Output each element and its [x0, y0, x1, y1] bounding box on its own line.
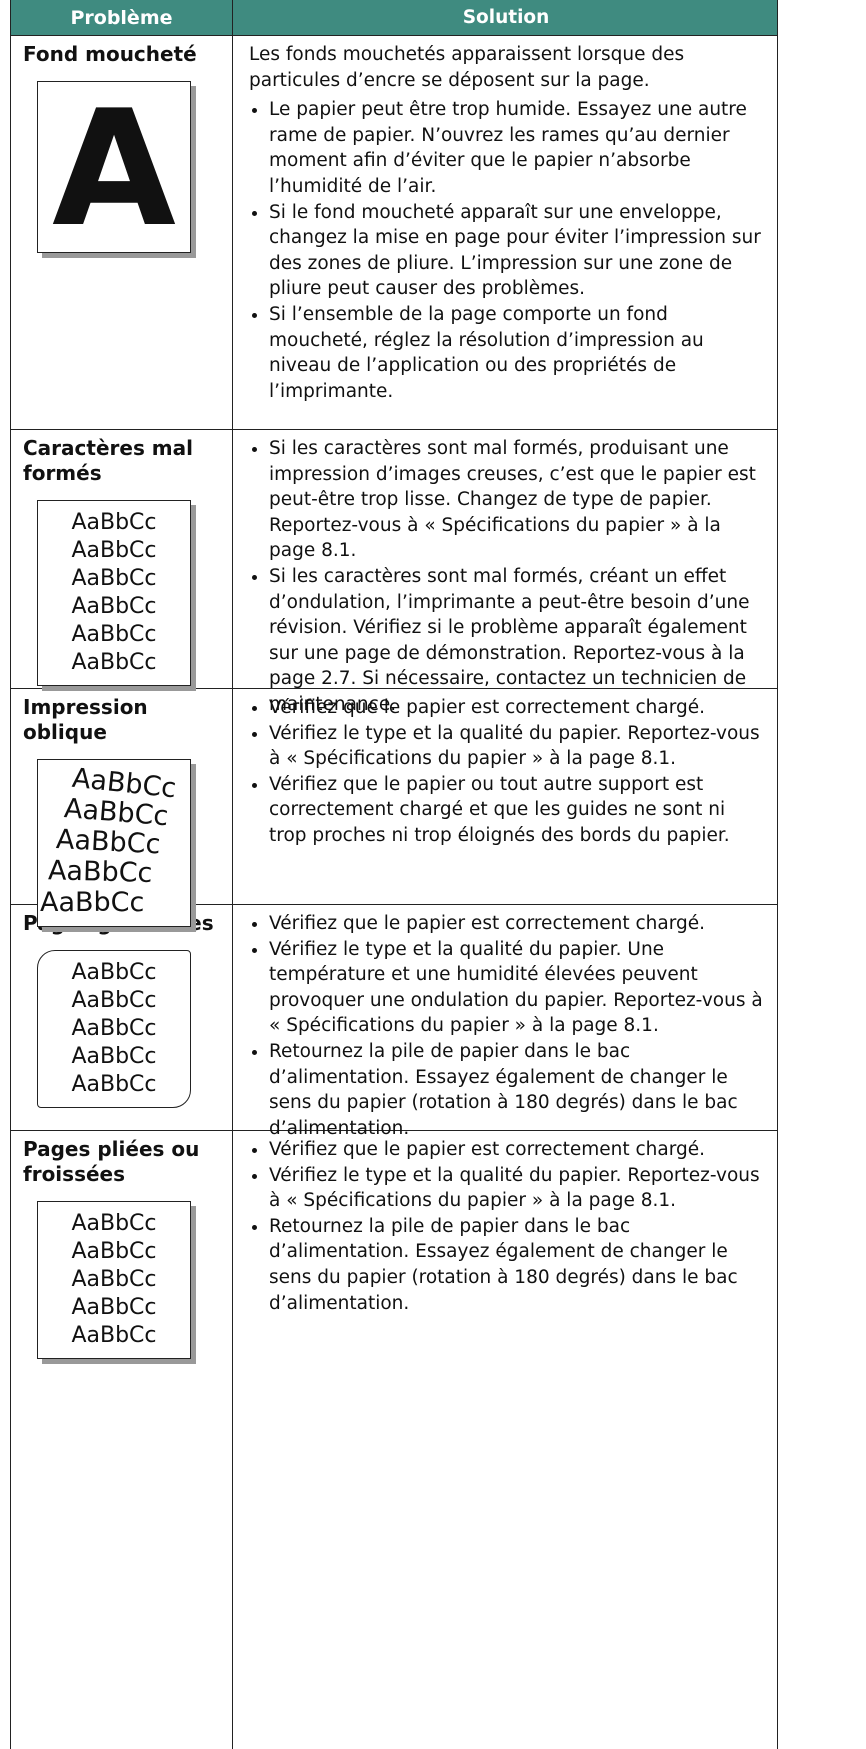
solution-item: Vérifiez que le papier ou tout autre sup…: [269, 772, 763, 849]
problem-cell: Caractères mal formés AaBbCc AaBbCc AaBbCc A…: [11, 430, 233, 688]
row: Pages gondoléesAaBbCcAaBbCcAaBbCcAaBbCcA…: [11, 905, 777, 1139]
solution-item: Si les caractères sont mal formés, créan…: [269, 564, 763, 718]
row: Caractères mal formés AaBbCc AaBbCc AaBbCc A…: [11, 430, 777, 715]
header-solution: Solution: [462, 6, 550, 28]
solution-item: Vérifiez que le papier est correctement …: [269, 1137, 763, 1163]
illustration-text: AaBbCc: [47, 855, 153, 889]
illustration-text: AaBbCc: [71, 988, 157, 1013]
solution-intro: Les fonds mouchetés apparaissent lorsque…: [249, 44, 685, 91]
solution-cell: Vérifiez que le papier est correctement …: [233, 689, 777, 904]
solution-item: Retournez la pile de papier dans le bac …: [269, 1039, 763, 1141]
illustration: AaBbCc AaBbCc AaBbCc AaBbCc AaBbCc: [37, 759, 191, 927]
solution-item: Le papier peut être trop humide. Essayez…: [269, 97, 763, 199]
problem-cell: Pages gondoléesAaBbCcAaBbCcAaBbCcAaBbCcA…: [11, 905, 233, 1130]
solution-item: Si l’ensemble de la page comporte un fon…: [269, 302, 763, 404]
illustration-text: AaBbCc: [71, 650, 157, 675]
solution-list: Si les caractères sont mal formés, produ…: [249, 436, 763, 718]
header-row: Problème Solution: [11, 0, 777, 36]
solution-cell: Vérifiez que le papier est correctement …: [233, 905, 777, 1139]
solution-cell: Les fonds mouchetés apparaissent lorsque…: [233, 36, 777, 429]
illustration: AaBbCc AaBbCc AaBbCc AaBbCc AaBbCc AaBbCc: [37, 500, 191, 686]
illustration-text: AaBbCc: [71, 1323, 157, 1348]
illustration-text: AaBbCc: [71, 1072, 157, 1097]
solution-cell: Vérifiez que le papier est correctement …: [233, 1131, 777, 1749]
solution-item: Vérifiez que le papier est correctement …: [269, 695, 763, 721]
problem-cell: Pages pliées ou froissées AaBbCc AaBbCc AaB…: [11, 1131, 233, 1749]
illustration-text: AaBbCc: [71, 960, 157, 985]
illustration-text: AaBbCc: [71, 622, 157, 647]
solution-item: Vérifiez le type et la qualité du papier…: [269, 937, 763, 1039]
illustration-text: AaBbCc: [71, 594, 157, 619]
solution-item: Vérifiez que le papier est correctement …: [269, 911, 763, 937]
illustration-text: AaBbCc: [71, 1016, 157, 1041]
illustration-text: AaBbCc: [71, 1044, 157, 1069]
illustration: AaBbCc AaBbCc AaBbCc AaBbCc AaBbCc: [37, 1201, 191, 1359]
illustration-text: AaBbCc: [71, 1267, 157, 1292]
solution-list: Vérifiez que le papier est correctement …: [249, 1137, 763, 1316]
problem-cell: Fond moucheté A: [11, 36, 233, 429]
solution-cell: Si les caractères sont mal formés, produ…: [233, 430, 777, 715]
solution-list: Vérifiez que le papier est correctement …: [249, 695, 763, 849]
illustration-text: AaBbCc: [71, 538, 157, 563]
solution-item: Si le fond moucheté apparaît sur une env…: [269, 200, 763, 302]
illustration-text: A: [52, 75, 176, 262]
illustration-text: AaBbCc: [71, 510, 157, 535]
trouble-table: Problème Solution Fond moucheté A Les fond…: [10, 0, 778, 1749]
solution-item: Vérifiez le type et la qualité du papier…: [269, 1163, 763, 1214]
problem-title: Caractères mal formés: [23, 436, 193, 485]
problem-title: Impression oblique: [23, 695, 148, 744]
problem-title: Fond moucheté: [23, 42, 197, 66]
illustration: AaBbCc AaBbCc AaBbCc AaBbCc AaBbCc: [37, 950, 191, 1108]
solution-item: Vérifiez le type et la qualité du papier…: [269, 721, 763, 772]
solution-item: Si les caractères sont mal formés, produ…: [269, 436, 763, 564]
problem-cell: Impression oblique AaBbCc AaBbCc AaBbCc AaBb…: [11, 689, 233, 927]
solution-list: Le papier peut être trop humide. Essayez…: [249, 97, 763, 404]
row: Impression oblique AaBbCc AaBbCc AaBbCc AaBb…: [11, 689, 777, 927]
header-problem: Problème: [11, 0, 233, 35]
solution-item: Retournez la pile de papier dans le bac …: [269, 1214, 763, 1316]
illustration-text: AaBbCc: [71, 1211, 157, 1236]
illustration: A: [37, 81, 191, 253]
illustration-text: AaBbCc: [71, 1239, 157, 1264]
solution-list: Vérifiez que le papier est correctement …: [249, 911, 763, 1141]
problem-title: Pages pliées ou froissées: [23, 1137, 200, 1186]
row: Pages pliées ou froissées AaBbCc AaBbCc AaB…: [11, 1131, 777, 1749]
illustration-text: AaBbCc: [71, 1295, 157, 1320]
illustration-text: AaBbCc: [71, 566, 157, 591]
illustration-text: AaBbCc: [40, 887, 145, 918]
row: Fond moucheté A Les fonds mouchetés appara…: [11, 36, 777, 430]
